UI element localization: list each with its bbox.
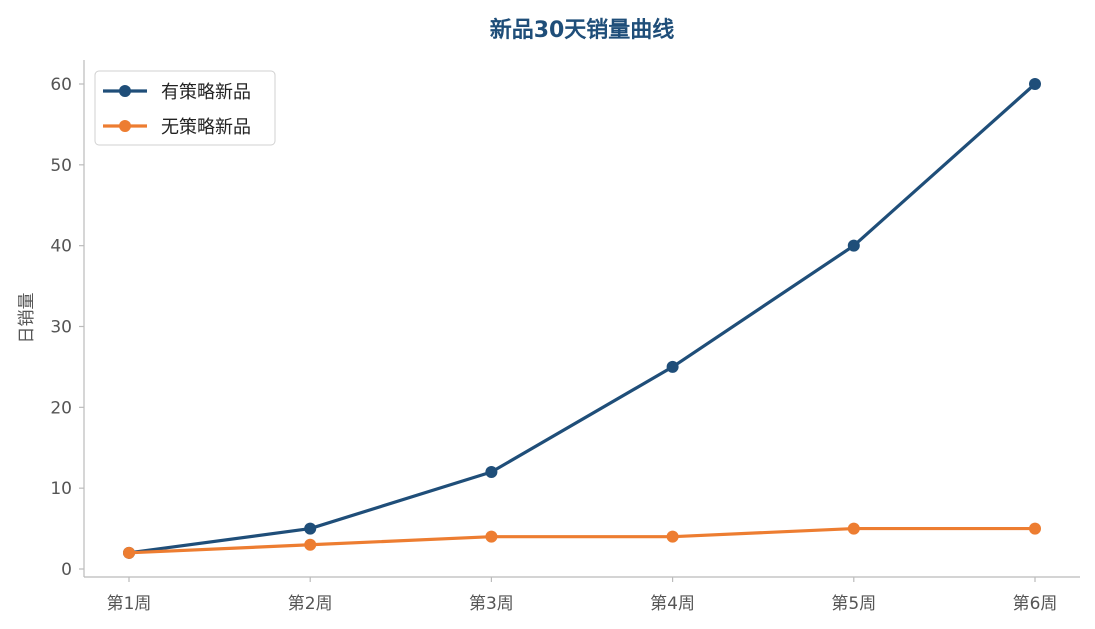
data-point bbox=[847, 239, 860, 252]
x-tick-label: 第4周 bbox=[650, 594, 695, 614]
legend-item: 有策略新品 bbox=[103, 82, 251, 103]
y-axis-label: 日销量 bbox=[17, 293, 37, 344]
data-point bbox=[304, 538, 317, 551]
data-point bbox=[666, 530, 679, 543]
x-tick-label: 第2周 bbox=[288, 594, 333, 614]
series-1 bbox=[123, 78, 1041, 559]
x-axis-ticks: 第1周 第2周 第3周 第4周 第5周 第6周 bbox=[107, 577, 1058, 614]
y-tick-label: 10 bbox=[50, 479, 72, 499]
data-point bbox=[1029, 78, 1041, 90]
data-point bbox=[485, 530, 498, 543]
data-point bbox=[485, 466, 498, 478]
y-tick-label: 40 bbox=[50, 237, 72, 257]
data-point bbox=[666, 360, 679, 373]
data-point bbox=[304, 522, 317, 535]
legend-swatch-marker bbox=[119, 120, 131, 132]
y-tick-label: 0 bbox=[61, 560, 72, 580]
series-2 bbox=[123, 522, 1041, 559]
y-axis-ticks: 0 10 20 30 40 50 60 bbox=[50, 75, 84, 580]
series-line bbox=[127, 82, 1037, 555]
x-tick-label: 第6周 bbox=[1013, 594, 1058, 614]
legend-label: 无策略新品 bbox=[161, 117, 251, 138]
x-tick-label: 第3周 bbox=[469, 594, 514, 614]
y-tick-label: 30 bbox=[50, 318, 72, 338]
data-point bbox=[847, 522, 860, 535]
series-line bbox=[127, 526, 1037, 555]
x-tick-label: 第5周 bbox=[831, 594, 876, 614]
legend-label: 有策略新品 bbox=[161, 82, 251, 103]
axes bbox=[83, 60, 1080, 578]
data-point bbox=[1029, 522, 1041, 535]
chart-title: 新品30天销量曲线 bbox=[490, 17, 675, 43]
y-tick-label: 50 bbox=[50, 156, 72, 176]
y-tick-label: 20 bbox=[50, 398, 72, 418]
legend-item: 无策略新品 bbox=[103, 117, 251, 138]
x-tick-label: 第1周 bbox=[107, 594, 152, 614]
legend-swatch-marker bbox=[119, 85, 131, 97]
y-tick-label: 60 bbox=[50, 75, 72, 95]
plot-area bbox=[123, 78, 1041, 559]
data-point bbox=[123, 546, 135, 559]
